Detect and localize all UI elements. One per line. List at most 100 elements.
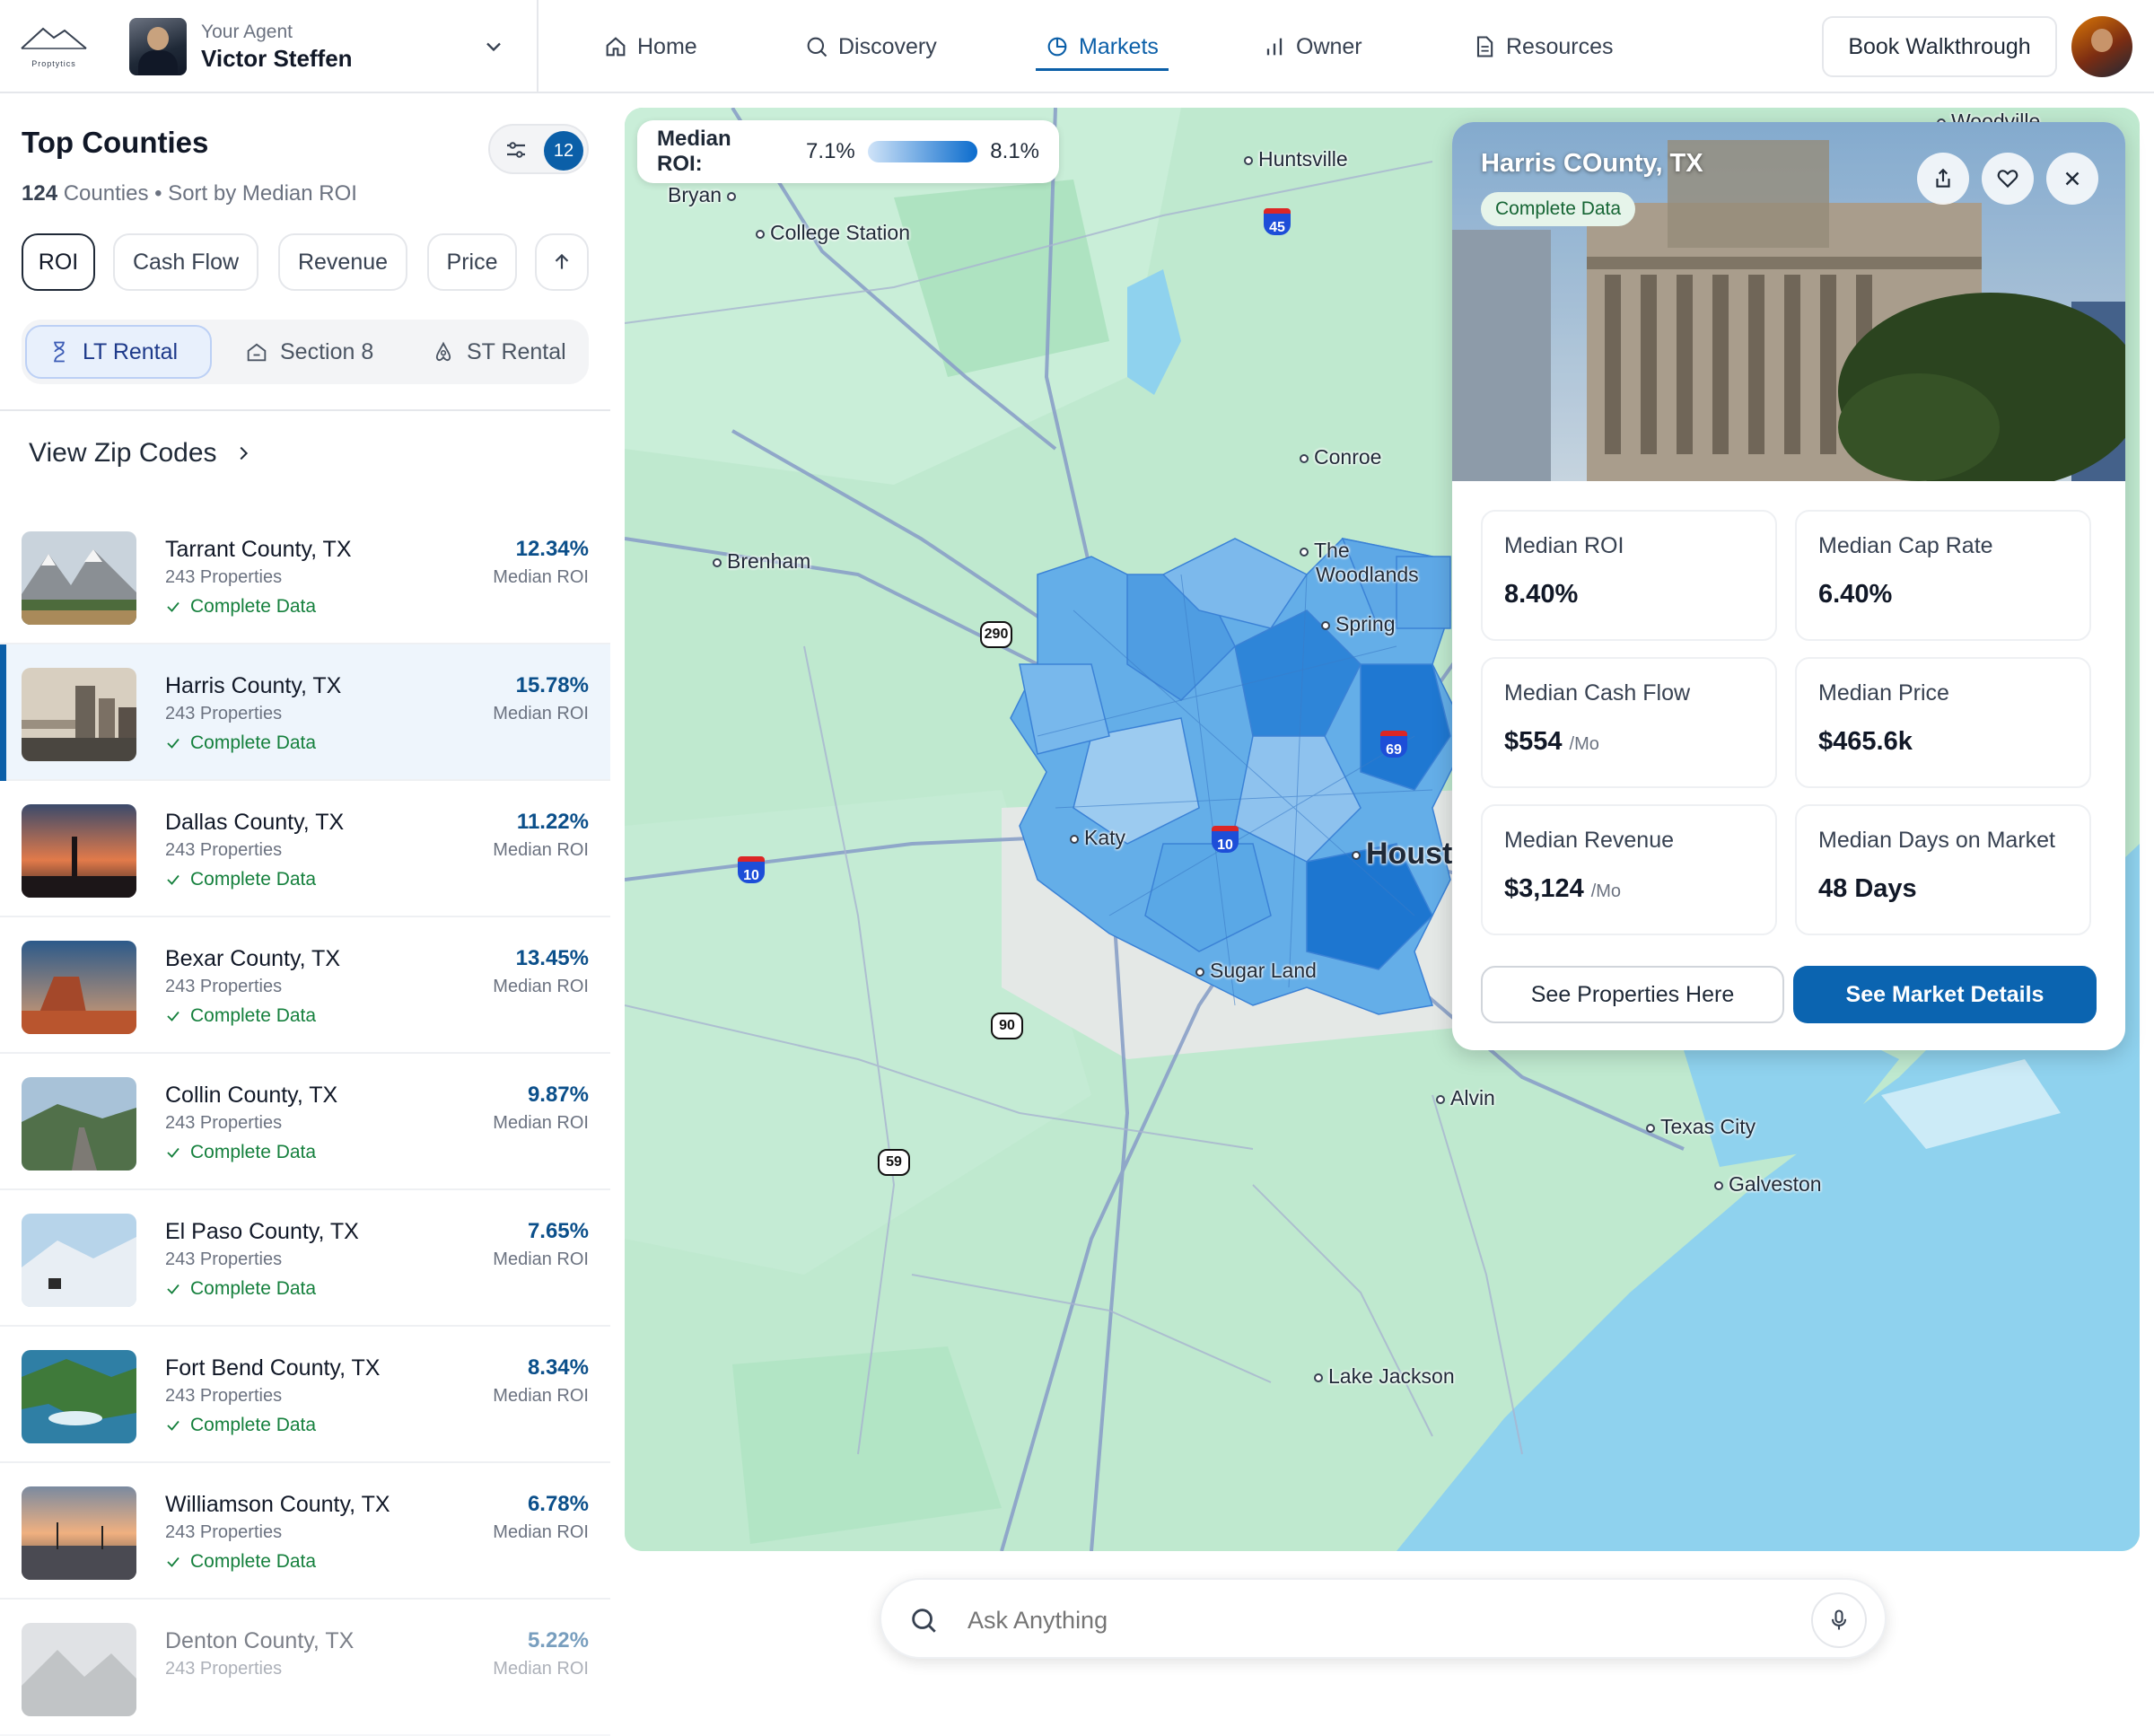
stat-median-roi: Median ROI 8.40% [1481, 510, 1777, 641]
close-button[interactable] [2046, 153, 2098, 205]
favorite-button[interactable] [1982, 153, 2034, 205]
place-the-woodlands[interactable]: The Woodlands [1300, 539, 1419, 587]
county-thumbnail [22, 1486, 136, 1580]
county-name: El Paso County, TX [165, 1219, 359, 1244]
county-properties: 243 Properties [165, 1659, 283, 1679]
check-icon [167, 1147, 180, 1158]
search-icon [912, 1609, 936, 1633]
close-icon [2065, 171, 2080, 186]
county-row[interactable]: Collin County, TX 243 Properties Complet… [0, 1054, 610, 1190]
proptytics-logo[interactable]: Proptytics [16, 22, 92, 68]
county-properties: 243 Properties [165, 1249, 283, 1269]
place-spring[interactable]: Spring [1321, 612, 1395, 636]
lt-rental-tab[interactable]: LT Rental [25, 325, 212, 379]
county-properties: 243 Properties [165, 704, 283, 723]
sort-price-chip[interactable]: Price [427, 233, 517, 291]
view-zip-codes-link[interactable]: View Zip Codes [29, 438, 253, 469]
county-name: Bexar County, TX [165, 946, 340, 971]
complete-data-status: Complete Data [165, 869, 316, 890]
place-houston[interactable]: Houst [1352, 837, 1452, 872]
share-button[interactable] [1917, 153, 1969, 205]
county-thumbnail [22, 1623, 136, 1716]
heart-icon [1997, 170, 2018, 189]
county-row[interactable]: Williamson County, TX 243 Properties Com… [0, 1463, 610, 1600]
legend-label: Median ROI: [657, 127, 731, 176]
place-conroe[interactable]: Conroe [1300, 445, 1381, 469]
county-row[interactable]: Harris County, TX 243 Properties Complet… [0, 644, 610, 781]
ask-anything-input[interactable] [968, 1598, 1757, 1643]
stat-value: 8.40% [1504, 580, 1579, 609]
hourglass-icon [54, 341, 65, 363]
filter-button[interactable]: 12 [488, 124, 589, 174]
sort-revenue-chip[interactable]: Revenue [278, 233, 407, 291]
stat-value: $3,124/Mo [1504, 874, 1622, 903]
status-label: Complete Data [190, 596, 317, 617]
pie-chart-icon [1047, 37, 1067, 57]
nav-discovery[interactable]: Discovery [804, 29, 937, 65]
see-properties-button[interactable]: See Properties Here [1481, 966, 1784, 1023]
section-8-tab[interactable]: Section 8 [224, 325, 393, 379]
nav-resources[interactable]: Resources [1472, 29, 1614, 65]
complete-data-status: Complete Data [165, 1551, 316, 1573]
stat-label: Median Days on Market [1818, 828, 2056, 853]
book-walkthrough-button[interactable]: Book Walkthrough [1822, 16, 2057, 77]
see-market-details-button[interactable]: See Market Details [1793, 966, 2097, 1023]
nav-markets[interactable]: Markets [1045, 29, 1159, 65]
county-name: Harris County, TX [165, 673, 342, 698]
place-brenham[interactable]: Brenham [713, 549, 810, 574]
county-roi-label: Median ROI [493, 1113, 589, 1133]
place-bryan[interactable]: Bryan [668, 183, 741, 207]
us-90-shield: 90 [991, 1013, 1023, 1039]
county-thumbnail [22, 1077, 136, 1170]
stat-median-price: Median Price $465.6k [1795, 657, 2091, 788]
check-icon [167, 1011, 180, 1021]
county-thumbnail [22, 668, 136, 761]
county-row[interactable]: Tarrant County, TX 243 Properties Comple… [0, 508, 610, 644]
chevron-down-icon[interactable] [481, 34, 506, 59]
nav-owner[interactable]: Owner [1262, 29, 1362, 65]
us-59-shield: 59 [878, 1149, 910, 1176]
county-row[interactable]: Dallas County, TX 243 Properties Complet… [0, 781, 610, 917]
interstate-10-shield: 10 [1212, 826, 1239, 853]
sort-cash-flow-chip[interactable]: Cash Flow [113, 233, 258, 291]
county-row[interactable]: El Paso County, TX 243 Properties Comple… [0, 1190, 610, 1327]
county-row[interactable]: Denton County, TX 243 Properties 5.22% M… [0, 1600, 610, 1736]
place-galveston[interactable]: Galveston [1714, 1172, 1822, 1197]
microphone-icon [1831, 1609, 1847, 1630]
sort-direction-button[interactable] [535, 233, 589, 291]
county-roi-label: Median ROI [493, 840, 589, 860]
county-name: Fort Bend County, TX [165, 1355, 381, 1381]
county-hero-image: Harris COunty, TX Complete Data [1452, 122, 2125, 481]
complete-data-status: Complete Data [165, 1278, 316, 1300]
place-sugar-land[interactable]: Sugar Land [1195, 959, 1317, 983]
interstate-45-shield: 45 [1264, 208, 1291, 235]
st-rental-tab[interactable]: ST Rental [411, 325, 586, 379]
county-thumbnail [22, 1350, 136, 1443]
place-lake-jackson[interactable]: Lake Jackson [1314, 1364, 1455, 1389]
sort-roi-chip[interactable]: ROI [22, 233, 95, 291]
check-icon [167, 874, 180, 885]
user-avatar[interactable] [2071, 16, 2132, 77]
nav-home[interactable]: Home [603, 29, 697, 65]
place-texas-city[interactable]: Texas City [1646, 1115, 1756, 1139]
complete-data-status: Complete Data [165, 1005, 316, 1027]
county-roi: 8.34% [527, 1355, 589, 1380]
top-header: Proptytics Your Agent Victor Steffen Hom… [0, 0, 2154, 93]
place-alvin[interactable]: Alvin [1436, 1086, 1495, 1110]
stat-label: Median Revenue [1504, 828, 1675, 853]
county-properties: 243 Properties [165, 840, 283, 860]
sliders-icon [507, 142, 525, 158]
microphone-button[interactable] [1811, 1592, 1867, 1648]
st-rental-label: ST Rental [467, 338, 566, 364]
interstate-10-shield: 10 [738, 856, 765, 883]
section-8-label: Section 8 [280, 338, 374, 364]
agent-selector[interactable]: Your Agent Victor Steffen [129, 18, 515, 75]
county-row[interactable]: Fort Bend County, TX 243 Properties Comp… [0, 1327, 610, 1463]
place-katy[interactable]: Katy [1070, 826, 1125, 850]
place-college-station[interactable]: College Station [756, 221, 910, 245]
county-roi: 15.78% [515, 673, 589, 697]
home-icon [606, 37, 626, 57]
county-row[interactable]: Bexar County, TX 243 Properties Complete… [0, 917, 610, 1054]
place-huntsville[interactable]: Huntsville [1244, 147, 1348, 171]
header-divider [537, 0, 538, 92]
